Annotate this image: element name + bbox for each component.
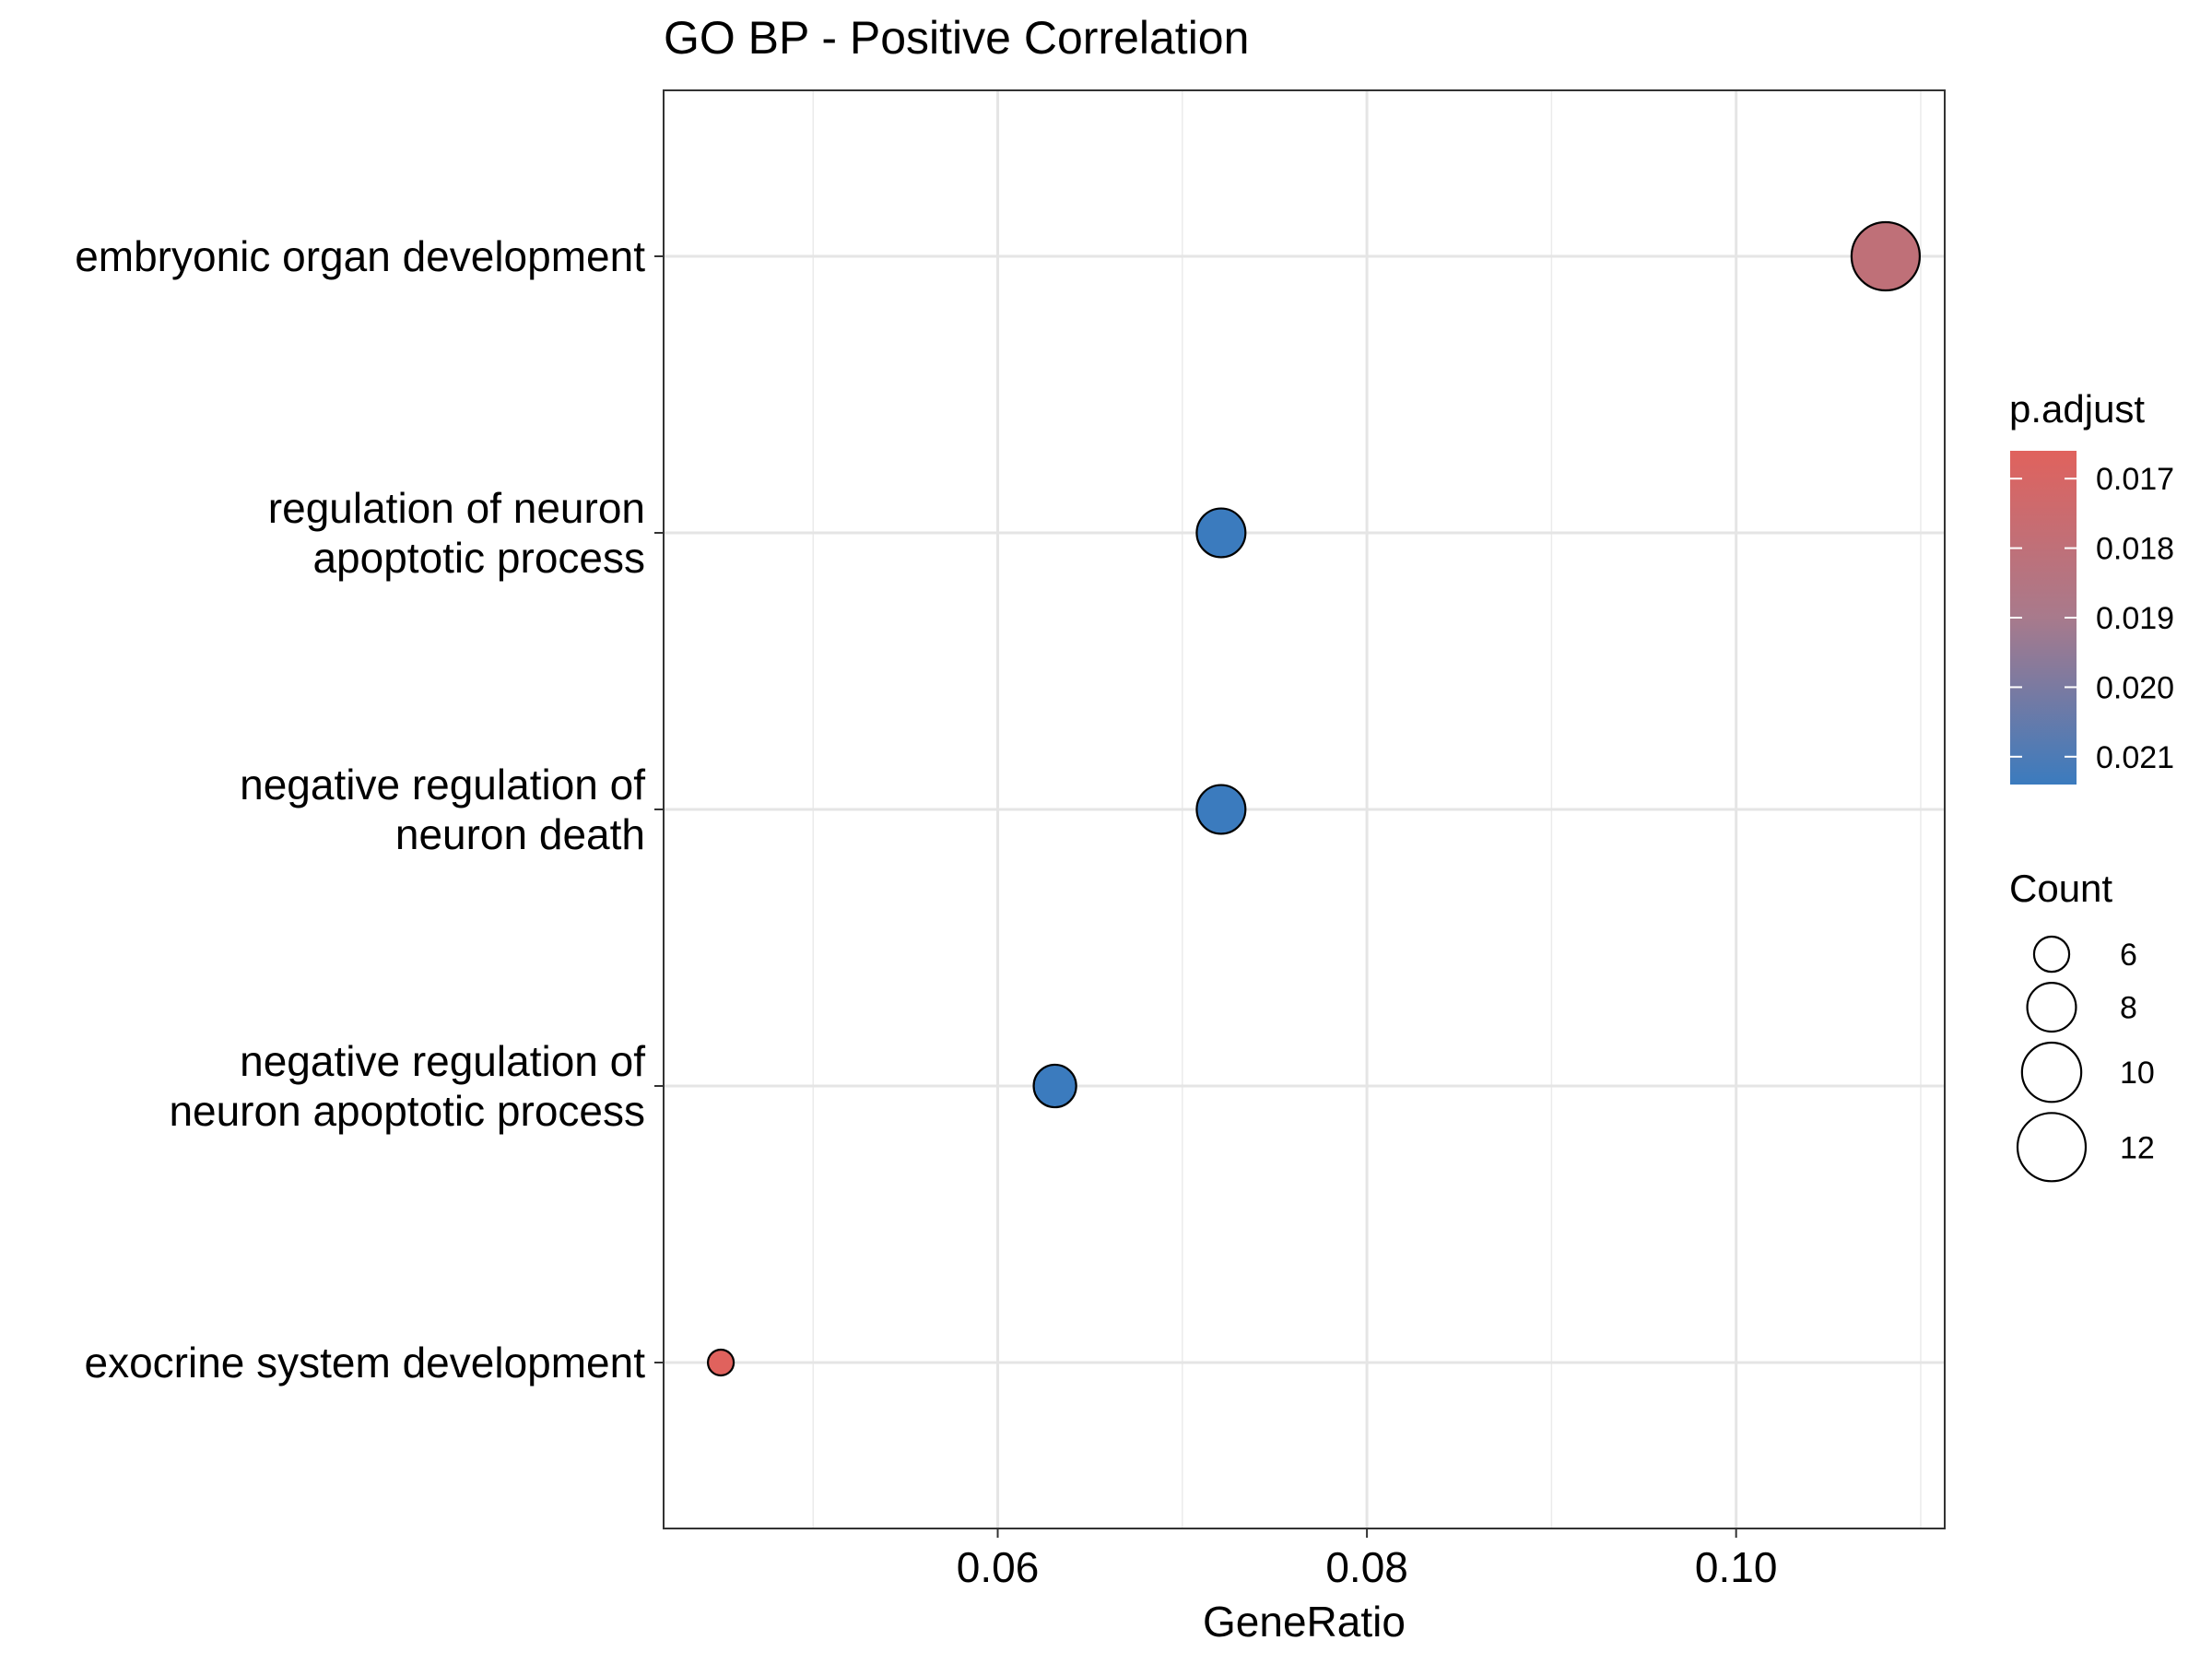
data-point	[1850, 220, 1922, 292]
size-legend-label: 12	[2120, 1130, 2155, 1165]
y-axis: embryonic organ development regulation of…	[75, 232, 664, 1387]
size-legend-circle	[2020, 1041, 2083, 1103]
x-axis-title: GeneRatio	[1203, 1598, 1406, 1646]
size-legend-label: 6	[2120, 938, 2137, 973]
data-point	[1195, 784, 1247, 835]
size-legend-items: 6 8 10 12	[2016, 935, 2155, 1183]
color-legend-tick-label: 0.020	[2096, 670, 2174, 705]
x-tick-label: 0.10	[1695, 1543, 1778, 1591]
color-legend-tick-label: 0.018	[2096, 532, 2174, 567]
gridlines	[664, 90, 1945, 1528]
size-legend: Count 6 8 10 12	[2009, 867, 2155, 1183]
data-point	[706, 1348, 735, 1377]
color-legend-tick-label: 0.021	[2096, 740, 2174, 775]
y-tick-label: regulation of neuron apoptotic process	[268, 484, 645, 582]
x-axis: 0.06 0.08 0.10	[957, 1528, 1778, 1591]
color-legend-title: p.adjust	[2009, 387, 2145, 431]
data-point	[1032, 1063, 1077, 1109]
data-points	[706, 220, 1922, 1377]
y-tick-label: negative regulation of neuron apoptotic p…	[169, 1037, 645, 1135]
size-legend-circle	[2026, 982, 2077, 1033]
size-legend-title: Count	[2009, 867, 2112, 910]
color-legend-tick-label: 0.017	[2096, 462, 2174, 497]
chart-title: GO BP - Positive Correlation	[664, 12, 1249, 64]
color-legend: p.adjust 0.017 0.018 0.019 0.020 0.021	[2009, 387, 2174, 785]
x-tick-label: 0.08	[1325, 1543, 1408, 1591]
size-legend-circle	[2032, 935, 2071, 974]
color-legend-tick-label: 0.019	[2096, 601, 2174, 636]
x-tick-label: 0.06	[957, 1543, 1040, 1591]
y-tick-label: negative regulation of neuron death	[240, 761, 645, 858]
y-tick-label: embryonic organ development	[75, 232, 645, 280]
size-legend-label: 10	[2120, 1056, 2155, 1091]
y-tick-label: exocrine system development	[84, 1339, 645, 1387]
data-point	[1195, 507, 1247, 559]
size-legend-circle	[2016, 1112, 2088, 1183]
color-legend-ticks: 0.017 0.018 0.019 0.020 0.021	[2010, 462, 2174, 775]
size-legend-label: 8	[2120, 991, 2137, 1026]
